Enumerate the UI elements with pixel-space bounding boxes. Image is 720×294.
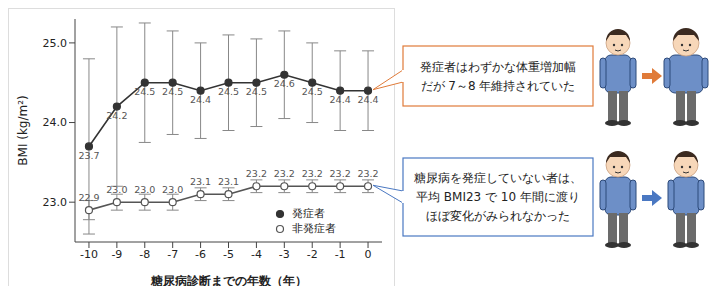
svg-text:24.5: 24.5 (218, 86, 239, 97)
svg-text:-6: -6 (195, 248, 206, 261)
svg-text:23.2: 23.2 (330, 168, 351, 179)
svg-text:-10: -10 (80, 248, 98, 261)
svg-text:糖尿病を発症していない者は、: 糖尿病を発症していない者は、 (414, 171, 582, 185)
svg-text:23.7: 23.7 (78, 150, 99, 161)
svg-text:0: 0 (365, 248, 372, 261)
svg-text:24.4: 24.4 (357, 94, 378, 105)
svg-text:23.0: 23.0 (106, 184, 127, 195)
svg-text:-9: -9 (111, 248, 122, 261)
svg-text:23.1: 23.1 (190, 176, 211, 187)
svg-text:23.2: 23.2 (246, 168, 267, 179)
svg-text:24.6: 24.6 (274, 78, 295, 89)
svg-text:24.4: 24.4 (330, 94, 351, 105)
svg-text:平均 BMI23 で 10 年間に渡り: 平均 BMI23 で 10 年間に渡り (416, 190, 580, 204)
svg-text:-7: -7 (167, 248, 178, 261)
svg-text:-1: -1 (335, 248, 346, 261)
html-text:発症者: 発症者 (292, 207, 325, 220)
svg-text:だが 7～8 年維持されていた: だが 7～8 年維持されていた (421, 79, 576, 93)
svg-text:-3: -3 (279, 248, 290, 261)
svg-text:糖尿病診断までの年数（年）: 糖尿病診断までの年数（年） (150, 274, 307, 286)
svg-text:23.2: 23.2 (302, 168, 323, 179)
svg-text:24.0: 24.0 (43, 116, 68, 129)
svg-text:23.2: 23.2 (357, 168, 378, 179)
svg-text:24.5: 24.5 (246, 86, 267, 97)
svg-text:24.5: 24.5 (302, 86, 323, 97)
svg-text:-5: -5 (223, 248, 234, 261)
html-text:非発症者: 非発症者 (292, 222, 336, 235)
svg-text:23.0: 23.0 (43, 196, 68, 209)
svg-text:23.1: 23.1 (218, 176, 239, 187)
svg-text:24.4: 24.4 (190, 94, 211, 105)
svg-text:ほぼ変化がみられなかった: ほぼ変化がみられなかった (426, 209, 570, 223)
svg-text:-8: -8 (139, 248, 150, 261)
svg-text:23.0: 23.0 (162, 184, 183, 195)
svg-text:-4: -4 (251, 248, 262, 261)
svg-text:25.0: 25.0 (43, 37, 68, 50)
svg-text:23.2: 23.2 (274, 168, 295, 179)
svg-text:発症者はわずかな体重増加幅: 発症者はわずかな体重増加幅 (420, 60, 576, 74)
svg-text:24.5: 24.5 (134, 86, 155, 97)
svg-text:24.5: 24.5 (162, 86, 183, 97)
svg-text:BMI (kg/m²): BMI (kg/m²) (16, 95, 30, 165)
svg-text:22.9: 22.9 (78, 192, 99, 203)
svg-text:-2: -2 (307, 248, 318, 261)
svg-text:24.2: 24.2 (106, 110, 127, 121)
svg-text:23.0: 23.0 (134, 184, 155, 195)
